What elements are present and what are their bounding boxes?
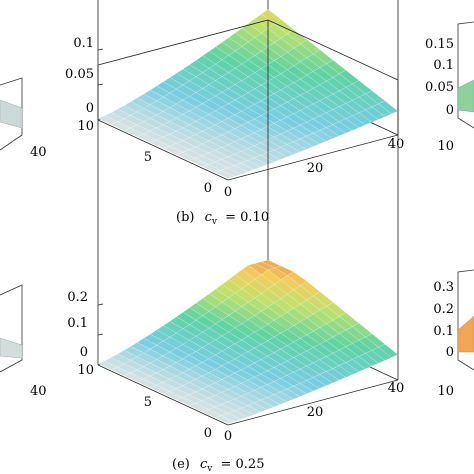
panel-e-z-tick-label: 0.1 (67, 316, 88, 331)
panel-e-z-tick-label: 0.2 (67, 290, 88, 305)
panel-b-axis-line (97, 119, 229, 181)
panel-b-x-tick-label: 40 (388, 137, 405, 152)
panel-b-caption: (b) cv = 0.10 (176, 210, 269, 228)
panel-c-z-tick-label: 0.1 (433, 58, 454, 73)
panel-e-surface (97, 259, 399, 424)
panel-c-z-tick-label: 0.05 (425, 80, 454, 95)
panel-c-axis-box (457, 21, 474, 129)
panel-b-x-tick-label: 20 (307, 161, 324, 176)
panel-c-z-tick-label: 0 (446, 103, 454, 118)
panel-e-y-tick-label: 0 (204, 426, 212, 441)
panel-b-z-tick (97, 48, 104, 51)
panel-f-z-tick-label: 0.2 (433, 302, 454, 317)
panel-b-z-tick (97, 83, 104, 86)
panel-e-axis-line (267, 19, 399, 81)
panel-b-axis-line (227, 134, 399, 181)
panel-b-y-tick-label: 0 (204, 181, 212, 196)
panel-e-x-tick-label: 20 (307, 405, 324, 420)
panel-f-z-tick-label: 0 (446, 345, 454, 360)
panel-a-partial: 40 (0, 77, 47, 160)
panel-f-y-tick-label: 10 (437, 384, 454, 399)
panel-e-surface-patch (214, 415, 235, 424)
panel-e-caption: (e) cv = 0.25 (172, 457, 264, 474)
panel-a-surface-fragment (0, 99, 23, 129)
panel-b-z-tick-label: 0.05 (65, 67, 94, 82)
panel-f-z-tick-label: 0.1 (433, 324, 454, 339)
panel-a-axis-box (0, 77, 23, 151)
panel-d-partial: 40 (0, 284, 47, 399)
panel-c-partial: 0.15 0.1 0.05 0 10 (425, 21, 474, 154)
panel-d-axis-box (0, 284, 23, 373)
panel-e-x-tick-label: 0 (224, 429, 232, 444)
panel-e-axis-line (97, 19, 269, 66)
panel-e-z-tick-label: 0 (80, 345, 88, 360)
panel-b: 0 0.05 0.1 0 5 10 0 20 40 (b) cv = 0.10 (65, 0, 405, 228)
panel-e-z-tick (97, 333, 104, 336)
panel-e-y-tick-label: 10 (77, 363, 94, 378)
panel-f-surface-fragment (457, 315, 474, 353)
panel-c-z-tick-label: 0.15 (425, 37, 454, 52)
panel-d-x-tick-label: 40 (30, 384, 47, 399)
panel-b-y-tick-label: 5 (144, 150, 152, 165)
panel-e-axis-line (97, 364, 229, 426)
panel-b-z-tick-label: 0.1 (73, 36, 94, 51)
panel-e-x-tick-label: 40 (388, 381, 405, 396)
panel-b-surface-patch (214, 170, 235, 179)
panel-a-x-tick-label: 40 (30, 145, 47, 160)
panel-b-x-tick-label: 0 (224, 185, 232, 200)
panel-f-partial: 0.3 0.2 0.1 0 10 (433, 269, 474, 399)
panel-e: 0 0.1 0.2 0 5 10 0 20 40 (e) cv = 0.25 (67, 19, 405, 474)
panel-b-y-tick-label: 10 (77, 119, 94, 134)
panel-b-surface (97, 8, 399, 179)
panel-b-z-tick-label: 0 (86, 101, 94, 116)
panel-e-y-tick-label: 5 (144, 395, 152, 410)
panel-e-axis-line (227, 379, 399, 426)
panel-f-axis-box (457, 269, 474, 371)
panel-c-y-tick-label: 10 (437, 139, 454, 154)
panel-d-surface-fragment (0, 337, 23, 359)
panel-f-z-tick-label: 0.3 (433, 280, 454, 295)
panel-c-surface-fragment (457, 79, 474, 113)
panel-e-z-tick (97, 303, 104, 306)
